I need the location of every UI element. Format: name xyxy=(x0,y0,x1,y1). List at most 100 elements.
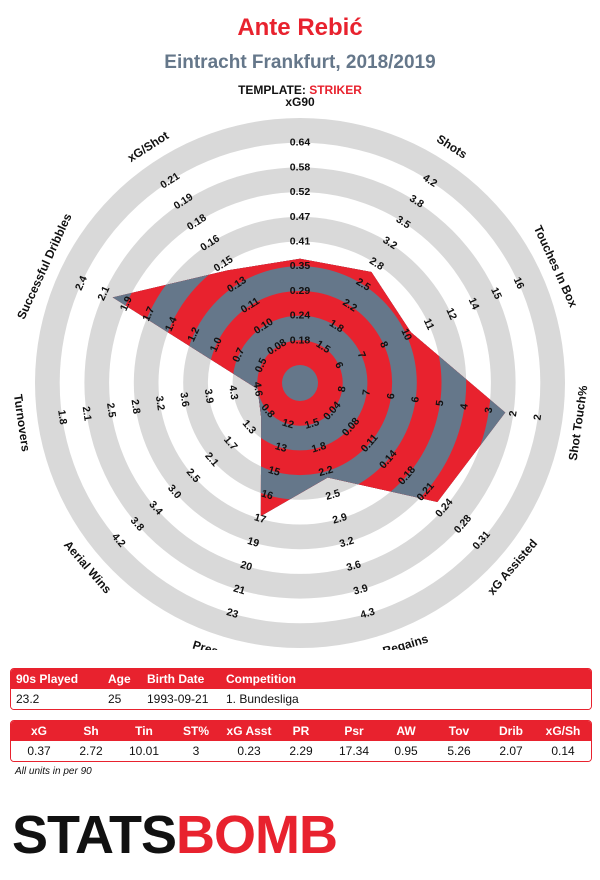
tick-label: 11 xyxy=(421,317,437,332)
tick-label: 1.2 xyxy=(185,325,202,343)
info-header-cell: 90s Played xyxy=(16,672,79,686)
stats-header-cell: xG/Sh xyxy=(545,724,581,738)
tick-label: 21 xyxy=(232,582,247,597)
team-season-subtitle: Eintracht Frankfurt, 2018/2019 xyxy=(164,52,436,73)
tick-label: 16 xyxy=(511,275,527,291)
axis-label: xG90 xyxy=(285,95,315,109)
tick-label: 20 xyxy=(239,559,254,574)
tick-label: 5 xyxy=(434,399,447,407)
info-value-cell: 1. Bundesliga xyxy=(226,692,299,706)
tick-label: 0.7 xyxy=(230,346,247,364)
logo-bomb-text: BOMB xyxy=(176,805,338,865)
tick-label: 10 xyxy=(398,327,414,343)
tick-label: 8 xyxy=(336,385,349,393)
tick-label: 23 xyxy=(225,606,240,621)
tick-label: 3.2 xyxy=(153,395,167,411)
statsbomb-logo: STATSBOMB xyxy=(12,805,338,865)
axis-label: Shot Touch% xyxy=(566,384,591,461)
stats-header-cell: PR xyxy=(292,724,310,738)
tick-label: 4 xyxy=(458,403,471,411)
stats-value-cell: 0.14 xyxy=(551,744,575,758)
tick-label: 3.2 xyxy=(338,535,356,551)
player-name-title: Ante Rebić xyxy=(237,14,363,41)
stats-value-cell: 10.01 xyxy=(128,744,160,758)
tick-label: 3.6 xyxy=(177,392,191,408)
stats-value-cell: 2.72 xyxy=(79,744,103,758)
tick-label: 0.24 xyxy=(290,310,311,322)
template-label: TEMPLATE: STRIKER xyxy=(0,83,600,97)
logo-stats-text: STATS xyxy=(12,805,177,865)
info-header-cell: Birth Date xyxy=(147,672,205,686)
stats-header-cell: Tin xyxy=(135,724,153,738)
tick-label: 8 xyxy=(377,340,390,350)
stats-header-cell: AW xyxy=(396,724,416,738)
info-value-cell: 25 xyxy=(108,692,122,706)
tick-label: 4.3 xyxy=(226,385,240,401)
stats-header-cell: xG Asst xyxy=(226,724,272,738)
tick-label: 3.6 xyxy=(345,558,363,574)
stats-header-cell: Drib xyxy=(499,724,523,738)
tick-label: 4.6 xyxy=(251,381,265,397)
tick-label: 2.5 xyxy=(104,402,118,418)
tick-label: 1.8 xyxy=(310,440,328,456)
tick-label: 6 xyxy=(332,360,345,370)
axis-label: Shots xyxy=(434,132,470,162)
stats-value-cell: 2.29 xyxy=(289,744,313,758)
stats-value-cell: 0.95 xyxy=(394,744,418,758)
player-info-table: 90s Played Age Birth Date Competition 23… xyxy=(10,668,592,710)
tick-label: 16 xyxy=(260,488,275,503)
player-info-header-row: 90s Played Age Birth Date Competition xyxy=(11,669,591,689)
tick-label: 6 xyxy=(385,392,398,400)
stats-table: xG Sh Tin ST% xG Asst PR Psr AW Tov Drib… xyxy=(10,720,592,762)
radar-chart: 0.180.240.290.350.410.470.520.580.64xG90… xyxy=(11,95,591,650)
tick-label: 1.5 xyxy=(303,416,321,432)
tick-label: 1.0 xyxy=(208,335,225,353)
stats-value-cell: 5.26 xyxy=(447,744,471,758)
tick-label: 0.52 xyxy=(290,186,311,198)
value-band xyxy=(282,365,318,401)
tick-label: 13 xyxy=(274,440,289,455)
tick-label: 2.1 xyxy=(95,284,112,302)
tick-label: 0.41 xyxy=(290,236,311,248)
tick-label: 2.9 xyxy=(331,511,349,527)
tick-label: 3 xyxy=(483,406,496,414)
tick-label: 12 xyxy=(443,306,459,322)
tick-label: 15 xyxy=(267,464,282,479)
tick-label: 14 xyxy=(466,296,482,312)
tick-label: 7 xyxy=(360,389,373,397)
tick-label: 2 xyxy=(532,413,545,421)
template-prefix: TEMPLATE: xyxy=(238,83,306,97)
player-info-value-row: 23.2 25 1993-09-21 1. Bundesliga xyxy=(11,689,591,709)
tick-label: 6 xyxy=(409,396,422,404)
stats-value-row: 0.37 2.72 10.01 3 0.23 2.29 17.34 0.95 5… xyxy=(11,741,591,761)
tick-label: 0.29 xyxy=(290,285,311,297)
template-value: STRIKER xyxy=(309,83,362,97)
tick-label: 19 xyxy=(246,535,261,550)
tick-label: 7 xyxy=(355,350,368,360)
stats-header-cell: Tov xyxy=(448,724,470,738)
tick-label: 2.5 xyxy=(324,487,342,503)
tick-label: 2.2 xyxy=(317,464,335,480)
stats-header-row: xG Sh Tin ST% xG Asst PR Psr AW Tov Drib… xyxy=(11,721,591,741)
stats-value-cell: 3 xyxy=(192,744,200,758)
info-value-cell: 23.2 xyxy=(16,692,40,706)
tick-label: 0.35 xyxy=(290,260,311,272)
tick-label: 2.1 xyxy=(80,406,94,422)
info-value-cell: 1993-09-21 xyxy=(147,692,209,706)
stats-header-cell: xG xyxy=(30,724,47,738)
stats-header-cell: Sh xyxy=(83,724,99,738)
tick-label: 0.47 xyxy=(290,211,311,223)
axis-label: Turnovers xyxy=(11,393,33,453)
tick-label: 12 xyxy=(281,417,296,432)
tick-label: 3.9 xyxy=(202,388,216,404)
tick-label: 2.8 xyxy=(129,399,143,415)
stats-value-cell: 0.37 xyxy=(27,744,51,758)
stats-value-cell: 2.07 xyxy=(499,744,523,758)
stats-value-cell: 0.23 xyxy=(237,744,261,758)
units-note: All units in per 90 xyxy=(15,766,92,777)
tick-label: 1.7 xyxy=(140,305,157,323)
tick-label: 15 xyxy=(488,286,504,302)
tick-label: 1.9 xyxy=(118,294,135,312)
tick-label: 17 xyxy=(253,511,268,526)
info-header-cell: Competition xyxy=(226,672,296,686)
